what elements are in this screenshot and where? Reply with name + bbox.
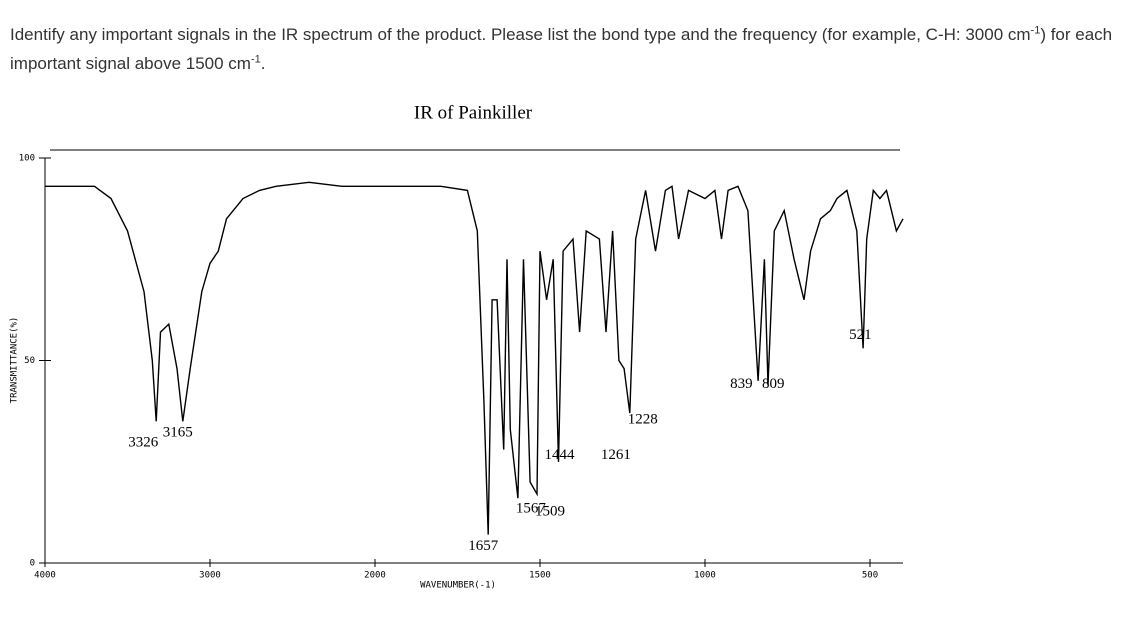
peak-label: 1567: [516, 501, 547, 517]
question-text: .: [260, 54, 266, 73]
x-tick-label: 500: [862, 571, 878, 581]
y-tick-label: 0: [30, 559, 35, 569]
x-tick-label: 1000: [694, 571, 716, 581]
x-axis-label: WAVENUMBER(-1): [420, 581, 496, 591]
peak-label: 1509: [535, 504, 565, 520]
x-tick-label: 2000: [364, 571, 386, 581]
question-text: Identify any important signals in the IR…: [10, 25, 1031, 44]
peak-label: 1657: [468, 538, 499, 554]
y-axis-label: TRANSMITTANCE(%): [10, 317, 20, 404]
x-tick-label: 4000: [34, 571, 56, 581]
question-text: ) for each important signal above 1500 c…: [10, 25, 1113, 73]
peak-label: 3165: [163, 425, 193, 441]
y-tick-label: 50: [24, 356, 35, 366]
peak-label: 521: [849, 327, 872, 343]
peak-label: 809: [762, 376, 785, 392]
peak-label: 1228: [628, 412, 658, 428]
x-tick-label: 3000: [199, 571, 221, 581]
question-text: -1: [250, 53, 261, 66]
peak-label: 1261: [601, 447, 631, 463]
x-tick-label: 1500: [529, 571, 551, 581]
peak-label: 3326: [128, 435, 159, 451]
chart-title: IR of Painkiller: [414, 102, 533, 123]
question: Identify any important signals in the IR…: [10, 20, 1135, 78]
question-text: -1: [1030, 24, 1041, 37]
peak-label: 1444: [544, 447, 575, 463]
peak-label: 839: [730, 376, 753, 392]
y-tick-label: 100: [19, 154, 35, 164]
spectrum-line: [45, 181, 904, 535]
